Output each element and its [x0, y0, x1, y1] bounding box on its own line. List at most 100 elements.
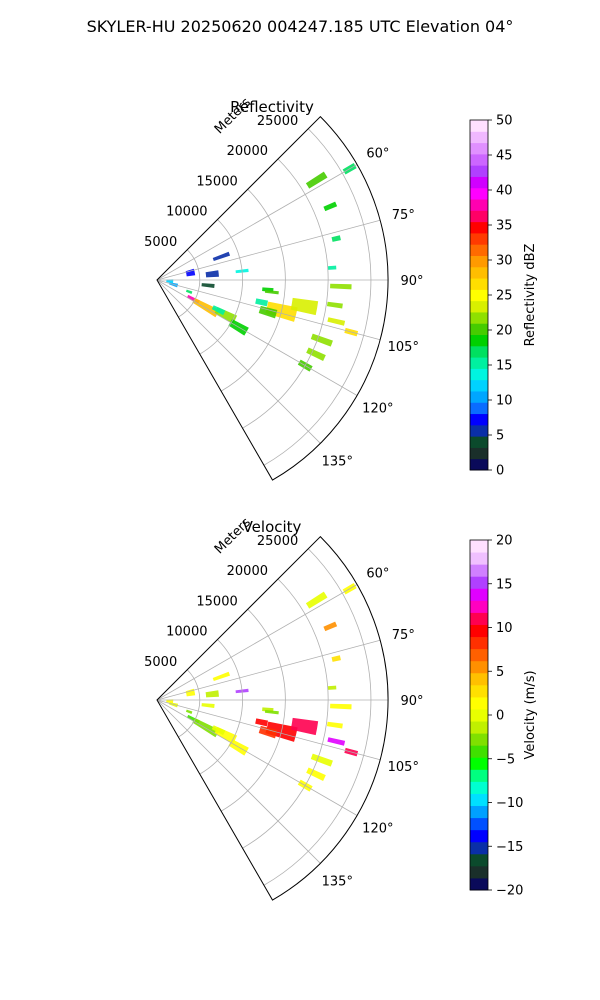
azimuth-gridline [156, 279, 381, 341]
colorbar-segment [470, 131, 488, 144]
azimuth-tick-label: 90° [400, 274, 423, 289]
colorbar-segment [470, 733, 488, 746]
colorbar-segment [470, 120, 488, 132]
colorbar-tick-label: 0 [496, 464, 504, 479]
colorbar-segment [470, 865, 488, 879]
echo-cell [331, 655, 341, 662]
colorbar-tick-label: −10 [496, 796, 523, 811]
colorbar-segment [470, 311, 488, 324]
range-ring [178, 669, 201, 738]
colorbar-segment [470, 769, 488, 782]
radial-tick-label: 10000 [166, 205, 207, 220]
echo-cell [264, 289, 279, 295]
echo-cell [323, 621, 338, 632]
colorbar-tick-label: 15 [496, 359, 513, 374]
colorbar-segment [470, 552, 488, 565]
echo-cell [258, 305, 278, 319]
colorbar-segment [470, 278, 488, 290]
echo-cell [290, 297, 319, 316]
colorbar-segment [470, 877, 488, 891]
echo-cell [306, 767, 326, 782]
range-ring [178, 249, 201, 318]
radial-tick-label: 20000 [227, 144, 268, 159]
colorbar-segment [470, 696, 488, 710]
echo-cell [327, 685, 337, 690]
colorbar-segment [470, 266, 488, 279]
azimuth-gridline [156, 164, 358, 281]
echo-layer [166, 162, 359, 372]
colorbar-segment [470, 660, 488, 674]
echo-cell [201, 283, 215, 289]
echo-cell [166, 699, 174, 704]
colorbar-segment [470, 721, 488, 734]
colorbar-tick-label: 25 [496, 289, 513, 304]
colorbar-segment [470, 684, 488, 698]
colorbar-segment [470, 255, 488, 268]
colorbar-segment [470, 781, 488, 794]
colorbar-tick-label: 30 [496, 254, 513, 269]
plot-title: Reflectivity [230, 98, 314, 116]
echo-cell [327, 737, 346, 746]
azimuth-tick-label: 105° [388, 760, 419, 775]
echo-cell [305, 591, 328, 609]
azimuth-tick-label: 135° [322, 874, 353, 889]
colorbar-tick-label: 0 [496, 709, 504, 724]
colorbar-segment [470, 624, 488, 638]
sector-outline [156, 535, 389, 901]
colorbar-segment [470, 334, 488, 347]
colorbar-segment [470, 187, 488, 200]
echo-cell [323, 201, 338, 212]
echo-cell [255, 718, 269, 727]
colorbar-segment [470, 564, 488, 577]
echo-cell [327, 265, 337, 270]
echo-cell [326, 301, 343, 309]
range-ring [199, 219, 243, 355]
colorbar: 0 5 10 15 20 25 30 35 40 45 50 Reflectivity dBZ [469, 114, 538, 479]
colorbar-segment [470, 345, 488, 358]
radial-tick-label: 5000 [144, 655, 177, 670]
echo-cell [185, 709, 193, 714]
colorbar-tick-label: 50 [496, 114, 513, 129]
colorbar-segment [470, 232, 488, 245]
colorbar-tick-label: 5 [496, 429, 504, 444]
colorbar-segment [470, 588, 488, 601]
colorbar-tick-label: 15 [496, 577, 513, 592]
colorbar-tick-label: 5 [496, 665, 504, 680]
colorbar-tick-label: 10 [496, 621, 513, 636]
azimuth-gridline [156, 699, 381, 761]
echo-cell [205, 270, 219, 278]
colorbar-label: Reflectivity dBZ [523, 244, 538, 347]
colorbar-segment [470, 390, 488, 403]
azimuth-tick-label: 75° [392, 208, 415, 223]
colorbar-tick-label: 20 [496, 324, 513, 339]
echo-cell [290, 717, 319, 736]
colorbar-tick-label: 35 [496, 219, 513, 234]
colorbar-segment [470, 210, 488, 223]
colorbar-segment [470, 402, 488, 415]
echo-cell [205, 690, 219, 698]
colorbar-segment [470, 199, 488, 211]
colorbar-segment [470, 323, 488, 336]
colorbar-tick-label: −15 [496, 840, 523, 855]
echo-cell [330, 703, 352, 710]
colorbar: −20 −15 −10 −5 0 5 10 15 20 Velocity (m/s) [469, 534, 538, 899]
echo-cell [166, 279, 174, 284]
colorbar-segment [470, 708, 488, 722]
echo-cell [306, 347, 326, 362]
radial-axis-label: Meters [212, 515, 254, 557]
azimuth-tick-label: 120° [362, 402, 393, 417]
echo-cell [310, 333, 333, 347]
radial-tick-label: 10000 [166, 625, 207, 640]
range-ring [220, 188, 286, 392]
range-ring [242, 158, 329, 429]
echo-cell [310, 753, 333, 767]
range-ring [220, 608, 286, 812]
azimuth-tick-label: 60° [366, 567, 389, 582]
colorbar-segment [470, 153, 488, 166]
plot-title: Velocity [243, 518, 302, 536]
colorbar-segment [470, 576, 488, 589]
colorbar-segment [470, 289, 488, 302]
azimuth-gridline [156, 584, 358, 701]
colorbar-segment [470, 357, 488, 369]
